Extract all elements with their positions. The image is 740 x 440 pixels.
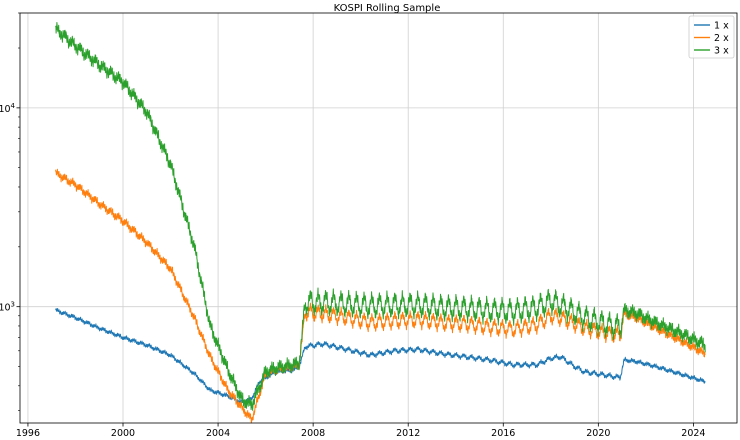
- plot-lines: [55, 22, 706, 424]
- legend-box: [688, 15, 735, 59]
- legend: 1 x2 x 3 x: [688, 15, 735, 59]
- series-line-3: [55, 22, 706, 411]
- x-tick-label: 2000: [111, 428, 135, 439]
- x-tick-label: 2020: [586, 428, 610, 439]
- y-tick-label: 104: [0, 102, 16, 115]
- legend-label: 3 x: [714, 46, 729, 57]
- x-tick-label: 2024: [681, 428, 705, 439]
- x-tick-label: 1996: [16, 428, 40, 439]
- chart-title: KOSPI Rolling Sample: [334, 3, 441, 14]
- x-tick-label: 2008: [301, 428, 325, 439]
- x-tick-label: 2004: [206, 428, 230, 439]
- x-tick-label: 2016: [491, 428, 515, 439]
- y-tick-label: 103: [0, 301, 15, 314]
- legend-label: 1 x: [714, 21, 729, 32]
- legend-label: 2 x: [714, 33, 729, 44]
- series-line-1: [55, 308, 706, 404]
- y-axis: 103 104: [0, 12, 20, 411]
- x-tick-label: 2012: [396, 428, 420, 439]
- plot-area-frame: [19, 12, 738, 424]
- series-line-2: [55, 168, 706, 424]
- x-axis: 1996 2000 2004 2008 2012 2016 2020 2024: [16, 423, 705, 439]
